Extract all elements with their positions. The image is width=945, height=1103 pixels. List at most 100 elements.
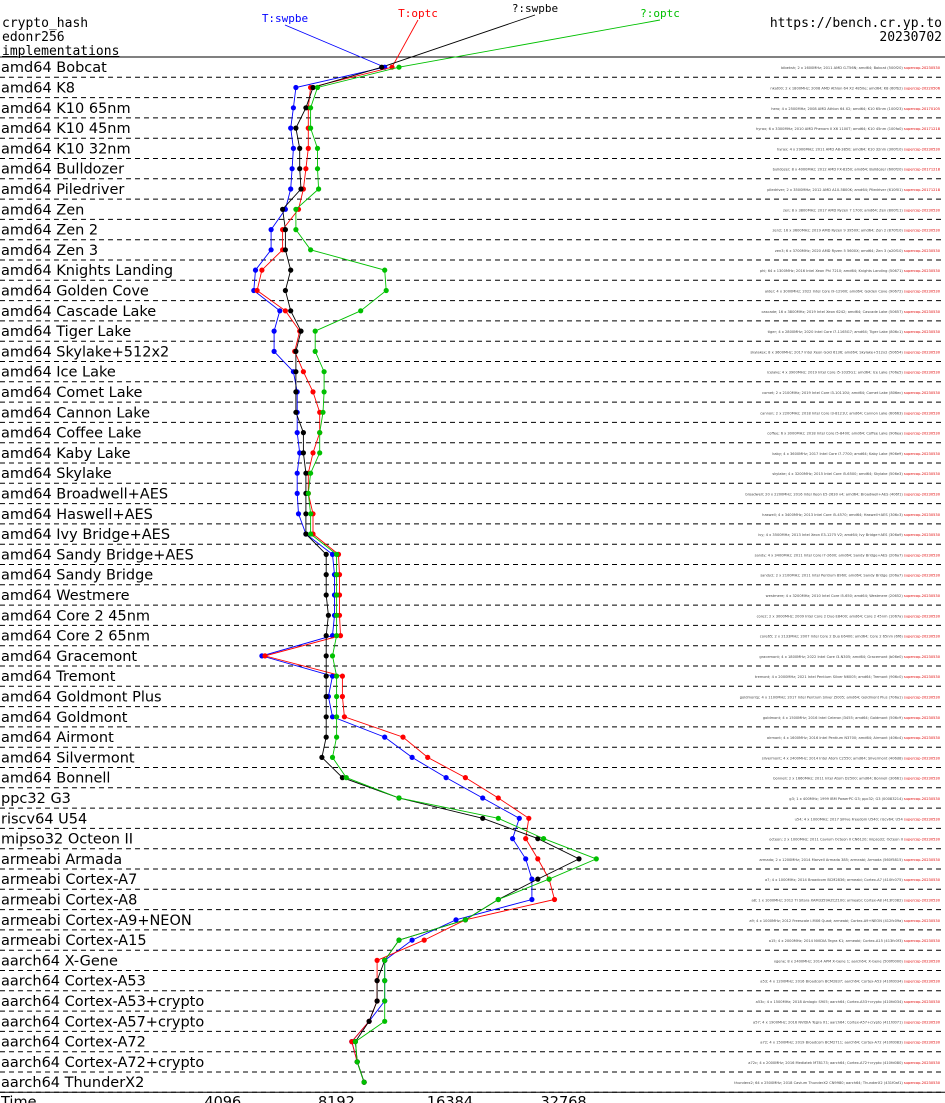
- data-point-swpbe-5: [297, 166, 303, 172]
- data-point-t-swpbe-32: [329, 714, 336, 720]
- header-url: https://bench.cr.yp.to: [770, 16, 942, 31]
- machine-row-amd64-goldmont-plus: goldmontp; 4 x 1100MHz; 2017 Intel Penti…: [740, 695, 941, 699]
- data-point-t-swpbe-35: [443, 775, 449, 781]
- row-label-amd64-tremont: amd64 Tremont: [1, 669, 116, 685]
- row-label-amd64-piledriver: amd64 Piledriver: [1, 182, 124, 198]
- machine-date: supercop-20230530: [904, 350, 941, 354]
- data-point-optc-19: [317, 450, 323, 456]
- row-label-amd64-airmont: amd64 Airmont: [1, 730, 114, 746]
- x-axis: Time 4096 8192 16384 32768: [0, 1091, 945, 1103]
- data-point-t-optc-19: [310, 450, 316, 456]
- machine-label: core65; 2 x 2133MHz; 2007 Intel Core 2 D…: [760, 635, 904, 639]
- data-point-optc-39: [593, 856, 599, 862]
- data-point-swpbe-37: [480, 815, 486, 821]
- machine-label: ivy; 4 x 3500MHz; 2013 Intel Xeon E3-127…: [758, 533, 904, 537]
- data-point-swpbe-19: [300, 450, 306, 456]
- data-point-t-swpbe-4: [290, 145, 296, 151]
- row-label-amd64-core-2-65nm: amd64 Core 2 65nm: [1, 629, 150, 645]
- machine-row-amd64-cascade-lake: cascade; 16 x 3800MHz; 2019 Intel Xeon 6…: [761, 310, 940, 314]
- legend-connector-t-swpbe: [284, 24, 385, 68]
- data-point-swpbe-22: [303, 511, 309, 517]
- machine-label: cascade; 16 x 3800MHz; 2019 Intel Xeon 6…: [761, 310, 903, 314]
- data-point-t-optc-48: [349, 1039, 355, 1045]
- machine-date: supercop-20230530: [904, 574, 941, 578]
- machine-row-armeabi-armada: armada; 2 x 1200MHz; 2014 Marvell Armada…: [759, 858, 940, 862]
- machine-row-amd64-golden-cove: alder; 4 x 3000MHz; 2022 Intel Core i9-1…: [765, 289, 941, 293]
- row-label-amd64-zen: amd64 Zen: [1, 202, 84, 218]
- data-point-t-swpbe-24: [329, 551, 336, 558]
- machine-row-amd64-goldmont: goldmont; 4 x 1500MHz; 2016 Intel Celero…: [763, 716, 941, 720]
- machine-label: airmont; 4 x 1600MHz; 2016 Intel Pentium…: [767, 736, 904, 740]
- data-point-swpbe-15: [293, 369, 299, 375]
- row-label-amd64-silvermont: amd64 Silvermont: [1, 750, 135, 766]
- data-point-optc-50: [361, 1079, 367, 1085]
- machine-date: supercop-20230530: [904, 939, 941, 943]
- data-point-t-optc-38: [523, 836, 529, 842]
- data-point-swpbe-6: [298, 186, 304, 192]
- data-point-t-swpbe-19: [297, 450, 303, 456]
- machine-date: supercop-20230530: [904, 695, 941, 699]
- machine-label: cannon; 2 x 2200MHz; 2018 Intel Core i3-…: [760, 411, 904, 415]
- data-point-swpbe-31: [323, 693, 329, 700]
- machine-label: silvermont; 4 x 2400MHz; 2014 Intel Atom…: [762, 756, 904, 760]
- machine-date: supercop-20230530: [904, 614, 941, 618]
- data-point-optc-2: [308, 105, 314, 111]
- machine-date: supercop-20230530: [904, 452, 941, 456]
- machine-date: supercop-20220506: [904, 86, 941, 90]
- machine-date: supercop-20230530: [904, 716, 941, 720]
- x-tick-16384: 16384: [427, 1094, 473, 1103]
- data-point-swpbe-38: [535, 836, 541, 842]
- data-point-swpbe-1: [310, 84, 316, 91]
- machine-date: supercop-20230530: [904, 838, 941, 842]
- data-point-swpbe-2: [303, 105, 309, 111]
- machine-row-amd64-core-2-45nm: core2; 2 x 3000MHz; 2009 Intel Core 2 Du…: [757, 614, 941, 618]
- machine-date: supercop-20230530: [904, 797, 941, 801]
- data-point-optc-23: [308, 531, 314, 537]
- machine-label: goldmont; 4 x 1500MHz; 2016 Intel Celero…: [763, 716, 904, 720]
- machine-row-amd64-k10-65nm: hero; 4 x 2500MHz; 2008 AMD Athlon 64 X2…: [771, 107, 940, 111]
- machine-date: supercop-20230530: [904, 533, 941, 537]
- data-point-t-optc-16: [310, 389, 316, 395]
- machine-date: supercop-20230530: [904, 919, 941, 923]
- machine-date: supercop-20230530: [904, 492, 941, 496]
- machine-label: alder; 4 x 3000MHz; 2022 Intel Core i9-1…: [765, 289, 904, 293]
- data-point-swpbe-33: [323, 734, 329, 740]
- machine-date: supercop-20230530: [904, 898, 941, 902]
- data-point-t-swpbe-39: [523, 856, 529, 862]
- legend-connectors: [284, 14, 661, 68]
- data-point-swpbe-3: [293, 125, 299, 131]
- machine-date: supercop-20230530: [904, 655, 941, 659]
- data-point-t-optc-11: [254, 287, 260, 294]
- row-label-amd64-knights-landing: amd64 Knights Landing: [1, 263, 173, 279]
- machine-label: bonnell; 2 x 1660MHz; 2011 Intel Atom D2…: [773, 777, 904, 781]
- machine-label: u54; 4 x 1000MHz; 2017 SiFive Freedom U5…: [795, 817, 904, 821]
- data-point-swpbe-10: [288, 267, 294, 273]
- data-point-t-optc-30: [339, 673, 345, 679]
- machine-row-amd64-piledriver: piledriver; 2 x 3500MHz; 2012 AMD A10-58…: [767, 188, 941, 192]
- data-point-optc-3: [308, 125, 314, 131]
- row-label-amd64-bobcat: amd64 Bobcat: [1, 60, 107, 76]
- machine-label: sandy; 4 x 3400MHz; 2011 Intel Core i7-2…: [755, 553, 904, 557]
- row-label-armeabi-cortex-a9-plus-neon: armeabi Cortex-A9+NEON: [1, 913, 192, 929]
- machine-date: supercop-20230530: [904, 756, 941, 760]
- machine-row-armeabi-cortex-a8: a8; 1 x 1000MHz; 2012 TI Sitara XAM3359A…: [751, 898, 940, 902]
- data-point-optc-7: [293, 206, 299, 212]
- data-point-t-swpbe-10: [252, 267, 259, 273]
- machine-row-aarch64-cortex-a57-plus-crypto: a57; 4 x 1900MHz; 2016 NVIDIA Tegra X1; …: [753, 1020, 941, 1024]
- machine-date: supercop-20171218: [904, 168, 941, 172]
- legend-connector-swpbe: [381, 14, 536, 68]
- machine-row-amd64-k8: nkat00; 2 x 1800MHz; 2008 AMD Athlon 64 …: [770, 86, 940, 90]
- data-point-t-swpbe-20: [294, 470, 300, 476]
- data-point-optc-29: [329, 653, 336, 659]
- header-line-2: edonr256: [2, 30, 65, 45]
- machine-date: supercop-20230530: [904, 553, 941, 557]
- legend-connector-optc: [398, 19, 661, 68]
- data-point-swpbe-40: [535, 876, 541, 882]
- machine-label: a57; 4 x 1900MHz; 2016 NVIDIA Tegra X1; …: [753, 1020, 904, 1024]
- row-label-amd64-bonnell: amd64 Bonnell: [1, 771, 110, 787]
- data-point-t-swpbe-34: [409, 754, 415, 761]
- row-label-amd64-gracemont: amd64 Gracemont: [1, 649, 137, 665]
- data-point-optc-43: [396, 937, 402, 943]
- row-label-amd64-haswell-plus-aes: amd64 Haswell+AES: [1, 507, 153, 523]
